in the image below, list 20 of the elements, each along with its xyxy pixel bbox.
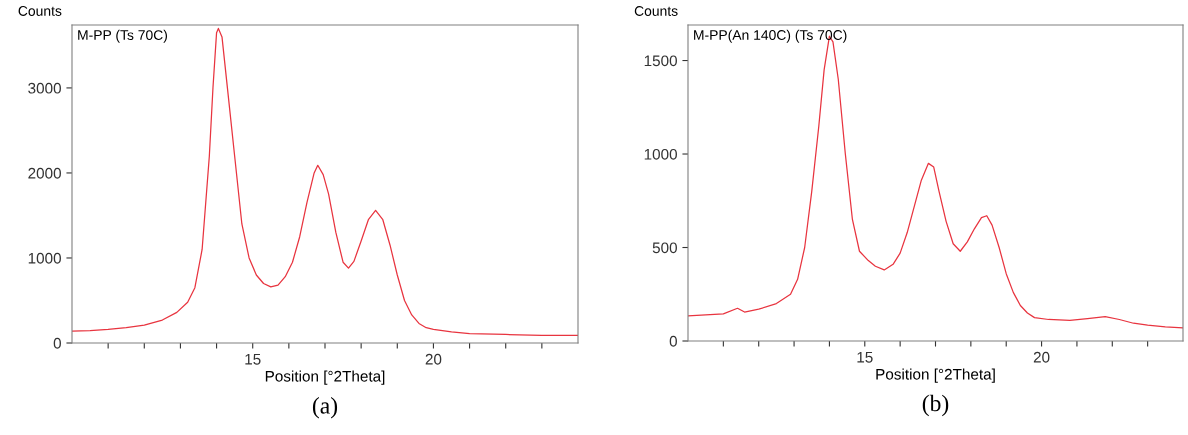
y-tick-label: 3000 [28, 82, 61, 94]
y-tick-label: 1500 [644, 55, 677, 67]
annotation: M-PP(An 140C) (Ts 70C) [694, 29, 847, 43]
y-axis-title: Counts [18, 6, 62, 16]
y-tick-label: 0 [53, 337, 61, 349]
y-tick-label: 500 [652, 242, 677, 254]
x-tick-label: 20 [1033, 351, 1050, 363]
y-tick-label: 1000 [644, 148, 677, 160]
y-tick-label: 0 [669, 335, 677, 347]
x-tick-label: 15 [245, 353, 261, 365]
annotation: M-PP (Ts 70C) [78, 29, 168, 43]
text: (b) [922, 394, 949, 417]
y-tick-label: 2000 [28, 167, 61, 179]
y-axis-title: Counts [634, 6, 678, 16]
y-tick-label: 1000 [28, 252, 61, 264]
x-tick-label: 20 [425, 353, 442, 365]
x-axis-title: Position [°2Theta] [265, 370, 385, 385]
x-tick-label: 15 [857, 351, 873, 363]
text: (a) [312, 397, 338, 419]
x-axis-title: Position [°2Theta] [876, 368, 995, 383]
